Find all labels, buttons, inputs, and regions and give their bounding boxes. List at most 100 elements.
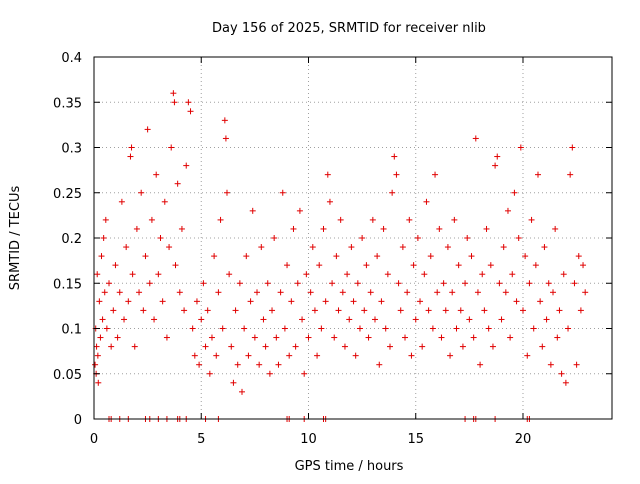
data-point: [432, 171, 439, 178]
data-point: [324, 171, 331, 178]
data-point: [399, 244, 406, 251]
data-point: [127, 153, 134, 160]
data-point: [292, 343, 299, 350]
y-tick-label: 0.15: [53, 277, 82, 292]
data-point: [356, 325, 363, 332]
data-point: [239, 388, 245, 395]
data-point: [329, 280, 336, 287]
data-point: [337, 216, 344, 223]
data-point: [472, 135, 479, 142]
x-tick-label: 15: [407, 432, 424, 447]
chart-title: Day 156 of 2025, SRMTID for receiver nli…: [212, 21, 486, 36]
y-tick-labels: 0 0.05 0.1 0.15 0.2 0.25 0.3 0.35 0.4: [53, 51, 82, 428]
data-point: [176, 289, 183, 296]
data-point: [331, 334, 338, 341]
data-point: [318, 325, 325, 332]
data-point: [208, 334, 215, 341]
data-point: [552, 225, 559, 232]
data-point: [354, 280, 361, 287]
data-point: [442, 307, 449, 314]
data-point: [94, 352, 101, 359]
data-point: [232, 307, 239, 314]
data-point: [545, 280, 552, 287]
data-point: [513, 298, 520, 305]
data-point: [170, 90, 177, 97]
x-tick-label: 20: [515, 432, 532, 447]
data-point: [183, 162, 190, 169]
data-point: [226, 271, 233, 278]
data-point: [582, 289, 589, 296]
data-point: [262, 343, 269, 350]
data-point: [402, 334, 409, 341]
data-point: [571, 280, 578, 287]
data-point: [213, 352, 220, 359]
data-point: [378, 298, 385, 305]
data-point: [98, 253, 105, 260]
data-point: [97, 334, 104, 341]
data-point: [148, 216, 155, 223]
data-point: [245, 352, 252, 359]
data-point: [174, 180, 181, 187]
data-point: [92, 361, 99, 368]
data-point: [427, 253, 434, 260]
data-point: [387, 343, 393, 350]
data-point: [93, 343, 100, 350]
data-point: [541, 244, 548, 251]
data-point: [384, 271, 391, 278]
data-point: [404, 289, 411, 296]
data-point: [429, 325, 436, 332]
data-point: [290, 225, 297, 232]
data-point: [492, 162, 499, 169]
data-point: [161, 198, 168, 205]
data-point: [151, 316, 158, 323]
data-point: [526, 280, 533, 287]
data-point: [204, 307, 211, 314]
data-point: [468, 253, 475, 260]
data-point: [410, 262, 417, 269]
data-point: [256, 361, 263, 368]
data-point: [171, 99, 178, 106]
y-tick-label: 0.3: [61, 142, 82, 157]
data-point: [573, 361, 580, 368]
data-point: [118, 198, 125, 205]
data-point: [504, 207, 511, 214]
data-point: [547, 361, 554, 368]
data-point: [236, 280, 243, 287]
data-point: [181, 307, 188, 314]
data-point: [314, 352, 321, 359]
data-point: [140, 307, 147, 314]
axis-ticks: [93, 56, 612, 420]
data-point: [251, 334, 258, 341]
data-point: [316, 262, 323, 269]
data-point: [326, 198, 333, 205]
data-point: [489, 343, 496, 350]
y-tick-label: 0.2: [61, 232, 82, 247]
data-point: [277, 289, 284, 296]
data-point: [288, 298, 295, 305]
data-point: [438, 334, 445, 341]
data-point: [223, 189, 230, 196]
data-point: [335, 307, 342, 314]
data-point: [391, 153, 398, 160]
data-point: [279, 189, 286, 196]
data-point: [307, 289, 314, 296]
y-tick-label: 0: [74, 413, 82, 428]
data-point: [159, 298, 166, 305]
data-point: [558, 370, 565, 377]
data-point: [380, 225, 387, 232]
data-point: [241, 325, 248, 332]
data-point: [496, 280, 503, 287]
data-point: [275, 361, 282, 368]
data-point: [507, 334, 514, 341]
data-point: [502, 289, 509, 296]
y-tick-label: 0.25: [53, 187, 82, 202]
data-point: [466, 316, 473, 323]
data-point: [535, 171, 541, 178]
data-point: [414, 235, 421, 241]
data-point: [138, 189, 145, 196]
data-point: [470, 334, 477, 341]
data-point: [341, 343, 348, 350]
data-point: [365, 334, 372, 341]
data-point: [556, 307, 563, 314]
